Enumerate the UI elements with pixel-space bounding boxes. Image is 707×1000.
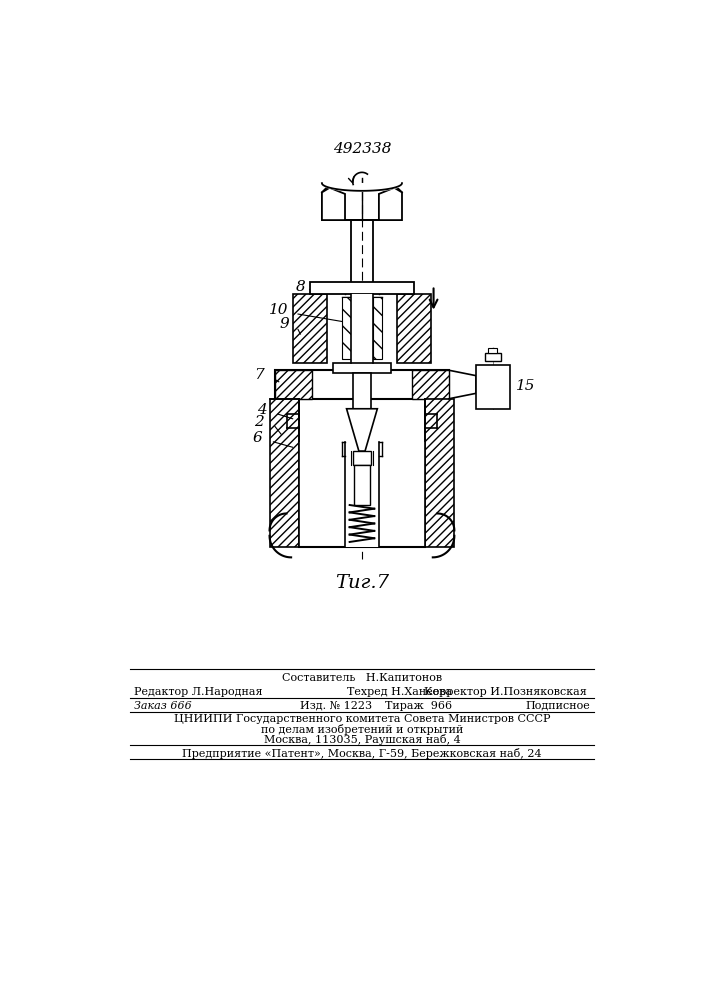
Bar (269, 399, 299, 547)
Text: 10: 10 (269, 303, 288, 317)
Text: Тираж  966: Тираж 966 (385, 701, 452, 711)
Text: 15: 15 (516, 378, 535, 392)
Text: ЦНИИПИ Государственного комитета Совета Министров СССР: ЦНИИПИ Государственного комитета Совета … (174, 714, 550, 724)
Text: Корректор И.Позняковская: Корректор И.Позняковская (423, 687, 586, 697)
Text: 9: 9 (279, 317, 288, 331)
Text: 4: 4 (257, 403, 267, 417)
Text: по делам изобретений и открытий: по делам изобретений и открытий (261, 724, 463, 735)
Text: Заказ 666: Заказ 666 (134, 701, 192, 711)
Bar (310, 282, 414, 294)
Bar (275, 370, 312, 399)
Bar (353, 451, 371, 465)
Bar (476, 365, 510, 409)
Text: 6: 6 (253, 431, 262, 445)
Polygon shape (346, 409, 378, 451)
Text: Москва, 113035, Раушская наб, 4: Москва, 113035, Раушская наб, 4 (264, 734, 460, 745)
Bar (345, 442, 379, 547)
Bar (489, 348, 498, 353)
Text: Подписное: Подписное (526, 701, 590, 711)
Text: Редактор Л.Народная: Редактор Л.Народная (134, 687, 262, 697)
Bar (485, 353, 501, 361)
Bar (373, 297, 382, 359)
Bar (333, 363, 391, 373)
Text: 2: 2 (255, 415, 264, 429)
Bar (425, 399, 455, 547)
Bar (299, 442, 345, 547)
Polygon shape (322, 188, 402, 220)
Text: Техред Н.Ханеева: Техред Н.Ханеева (346, 687, 452, 697)
Bar (354, 465, 370, 505)
Text: 492338: 492338 (333, 142, 391, 156)
Bar (397, 294, 431, 363)
Text: Τиг.7: Τиг.7 (335, 574, 389, 592)
Bar (379, 442, 425, 547)
Text: Составитель   Н.Капитонов: Составитель Н.Капитонов (282, 673, 442, 683)
Bar (293, 294, 327, 363)
Bar (342, 297, 351, 359)
Text: Изд. № 1223: Изд. № 1223 (300, 701, 373, 711)
Bar (275, 370, 449, 399)
Text: Предприятие «Патент», Москва, Г-59, Бережковская наб, 24: Предприятие «Патент», Москва, Г-59, Бере… (182, 748, 542, 759)
Text: 7: 7 (255, 368, 264, 382)
Bar (412, 370, 449, 399)
Bar (353, 373, 371, 409)
Bar (351, 294, 373, 363)
Text: 8: 8 (296, 280, 305, 294)
